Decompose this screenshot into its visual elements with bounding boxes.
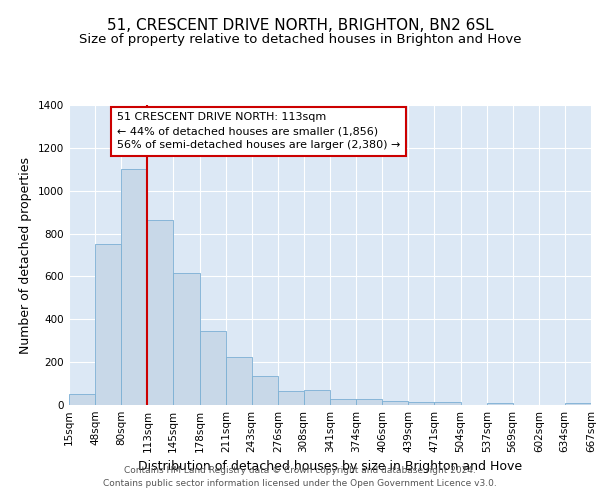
Text: 51, CRESCENT DRIVE NORTH, BRIGHTON, BN2 6SL: 51, CRESCENT DRIVE NORTH, BRIGHTON, BN2 …: [107, 18, 493, 32]
Bar: [251, 376, 278, 405]
X-axis label: Distribution of detached houses by size in Brighton and Hove: Distribution of detached houses by size …: [138, 460, 522, 473]
Bar: [278, 391, 304, 405]
Bar: [487, 403, 512, 405]
Bar: [121, 170, 148, 405]
Text: Size of property relative to detached houses in Brighton and Hove: Size of property relative to detached ho…: [79, 32, 521, 46]
Bar: [95, 244, 121, 405]
Text: Contains HM Land Registry data © Crown copyright and database right 2024.
Contai: Contains HM Land Registry data © Crown c…: [103, 466, 497, 487]
Y-axis label: Number of detached properties: Number of detached properties: [19, 156, 32, 354]
Bar: [330, 398, 356, 405]
Bar: [304, 390, 330, 405]
Text: 51 CRESCENT DRIVE NORTH: 113sqm
← 44% of detached houses are smaller (1,856)
56%: 51 CRESCENT DRIVE NORTH: 113sqm ← 44% of…: [117, 112, 400, 150]
Bar: [565, 403, 591, 405]
Bar: [409, 402, 434, 405]
Bar: [356, 398, 382, 405]
Bar: [148, 220, 173, 405]
Bar: [199, 331, 226, 405]
Bar: [226, 357, 251, 405]
Bar: [69, 394, 95, 405]
Bar: [173, 273, 200, 405]
Bar: [434, 402, 461, 405]
Bar: [382, 400, 409, 405]
